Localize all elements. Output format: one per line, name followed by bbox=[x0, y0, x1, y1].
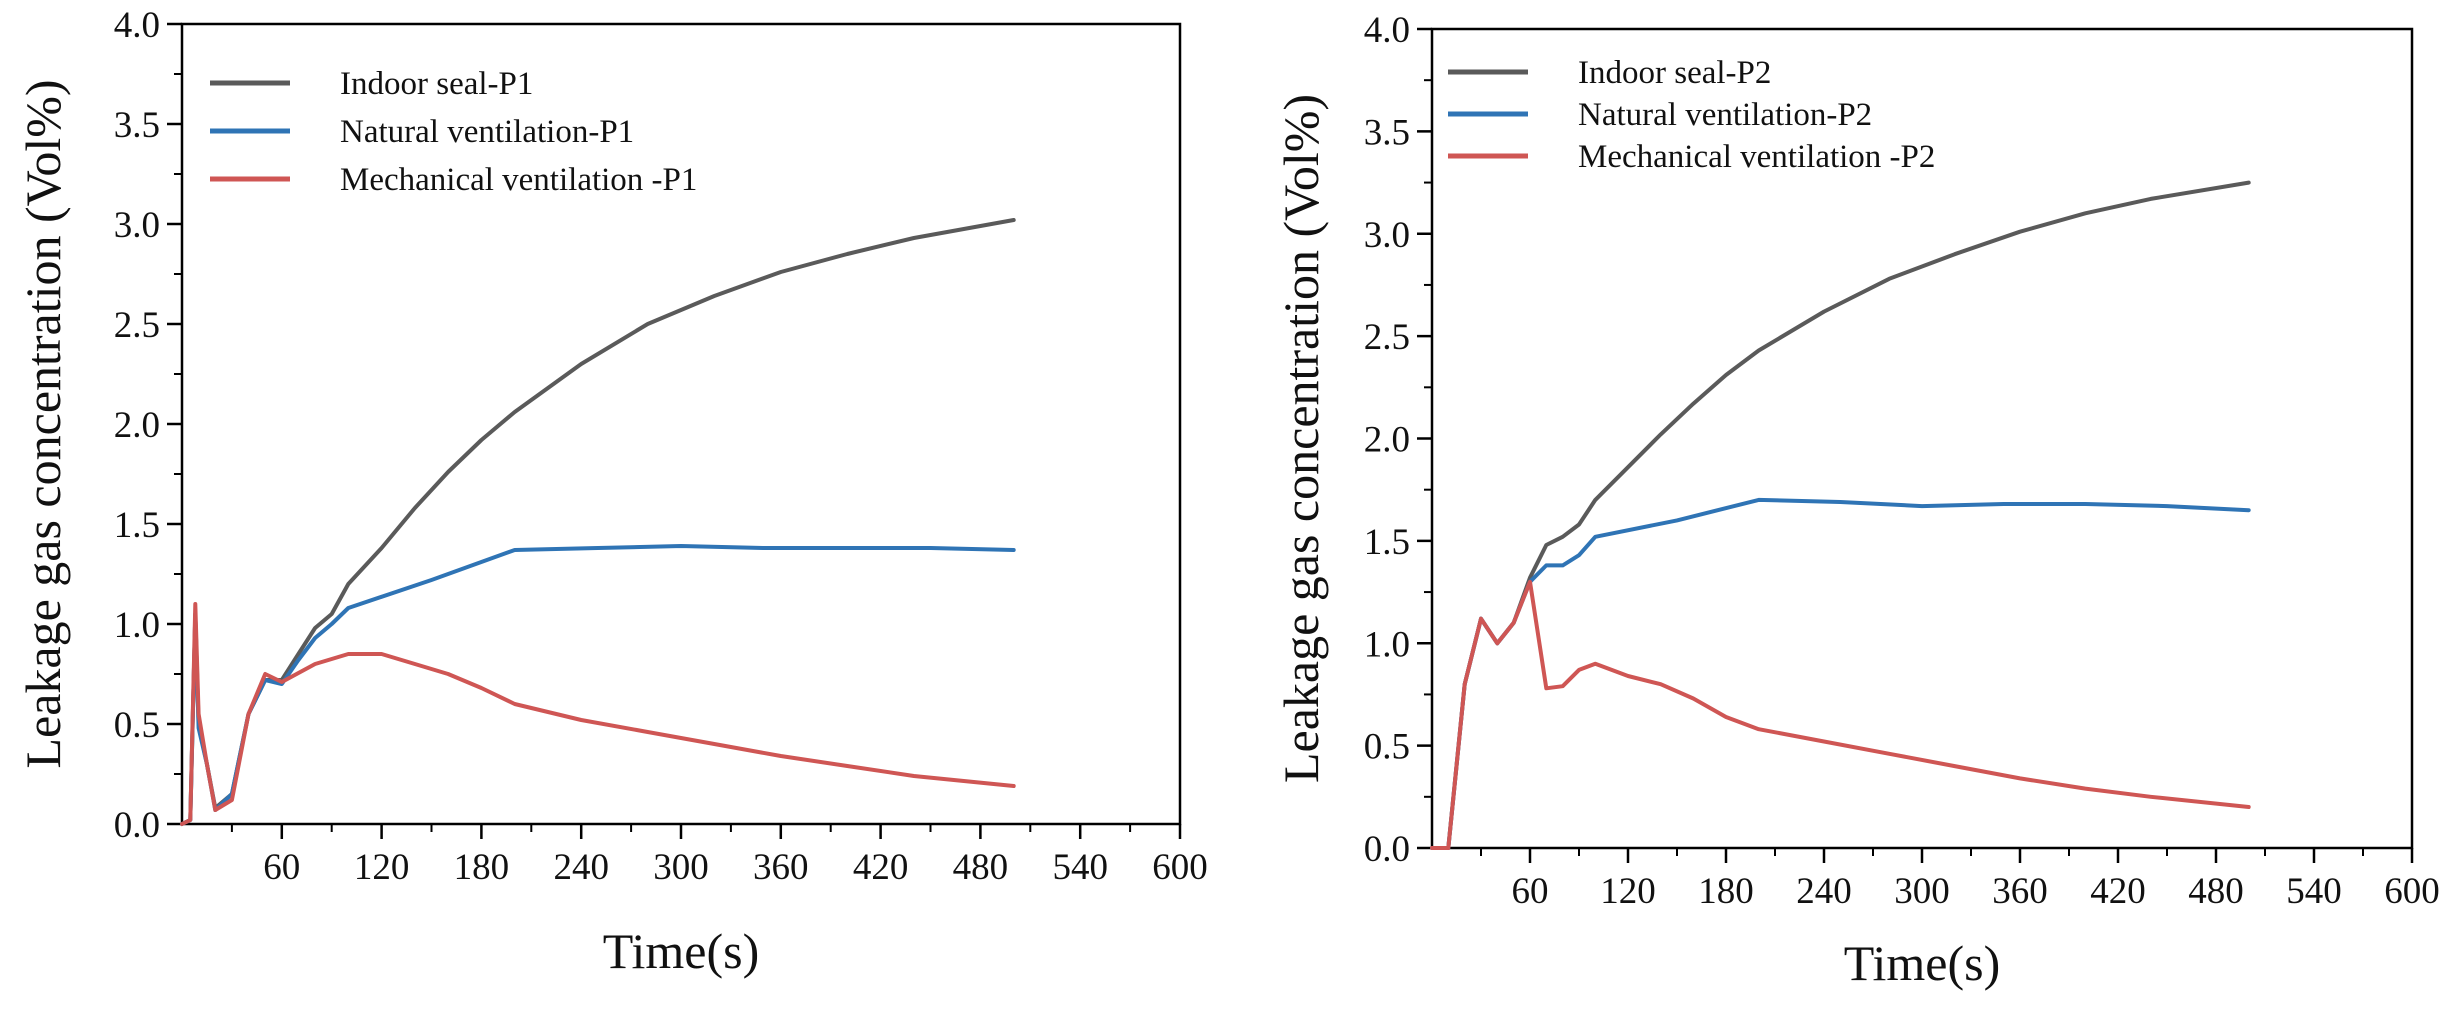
x-tick-label: 540 bbox=[2286, 871, 2342, 912]
y-tick-label: 0.5 bbox=[1364, 727, 1410, 768]
x-tick-label: 540 bbox=[1052, 847, 1108, 888]
x-tick-label: 360 bbox=[753, 847, 809, 888]
series-line-natural-ventilation bbox=[180, 544, 1016, 826]
x-tick-label: 480 bbox=[2188, 871, 2244, 912]
legend-label: Indoor seal-P2 bbox=[1578, 55, 1771, 91]
y-tick-label: 3.0 bbox=[1364, 215, 1410, 256]
x-tick-label: 240 bbox=[1796, 871, 1852, 912]
y-axis-title: Leakage gas concentration (Vol%) bbox=[15, 79, 71, 768]
y-tick-label: 1.0 bbox=[114, 605, 160, 646]
x-tick-label: 60 bbox=[1512, 871, 1549, 912]
y-tick-label: 4.0 bbox=[1364, 10, 1410, 51]
x-tick-label: 120 bbox=[1600, 871, 1656, 912]
legend-label: Mechanical ventilation -P1 bbox=[340, 162, 697, 198]
x-axis-title: Time(s) bbox=[1844, 935, 2001, 991]
y-tick-label: 3.5 bbox=[114, 105, 160, 146]
y-tick-label: 2.5 bbox=[1364, 317, 1410, 358]
chart-p1: 60 120 180 240 300 360 420 480 540 600 0.0 0.5 1.0 1.… bbox=[15, 5, 1208, 979]
y-tick-label: 2.0 bbox=[114, 405, 160, 446]
x-tick-label: 180 bbox=[454, 847, 510, 888]
series-line-mechanical-ventilation bbox=[1430, 579, 2251, 850]
legend-label: Natural ventilation-P1 bbox=[340, 114, 634, 150]
y-tick-label: 1.5 bbox=[114, 505, 160, 546]
y-tick-label: 0.0 bbox=[1364, 829, 1410, 870]
legend-label: Mechanical ventilation -P2 bbox=[1578, 139, 1935, 175]
y-tick-label: 3.5 bbox=[1364, 112, 1410, 153]
series-line-indoor-seal bbox=[180, 218, 1016, 826]
y-tick-label: 3.0 bbox=[114, 205, 160, 246]
y-tick-label: 0.5 bbox=[114, 705, 160, 746]
y-tick-label: 0.0 bbox=[114, 805, 160, 846]
y-axis-title: Leakage gas concentration (Vol%) bbox=[1273, 94, 1329, 783]
x-tick-label: 240 bbox=[553, 847, 609, 888]
y-tick-label: 4.0 bbox=[114, 5, 160, 46]
y-tick-label: 1.0 bbox=[1364, 624, 1410, 665]
x-tick-label: 600 bbox=[2384, 871, 2440, 912]
y-tick-label: 1.5 bbox=[1364, 522, 1410, 563]
x-tick-label: 480 bbox=[953, 847, 1009, 888]
legend-label: Natural ventilation-P2 bbox=[1578, 97, 1872, 133]
x-tick-label: 300 bbox=[1894, 871, 1950, 912]
x-tick-label: 420 bbox=[853, 847, 909, 888]
chart-p2: 60 120 180 240 300 360 420 480 540 600 0.0 0.5 1.0 1.… bbox=[1273, 10, 2440, 991]
x-tick-label: 420 bbox=[2090, 871, 2146, 912]
y-tick-label: 2.0 bbox=[1364, 420, 1410, 461]
x-tick-label: 600 bbox=[1152, 847, 1208, 888]
series-line-indoor-seal bbox=[1430, 180, 2251, 850]
x-tick-label: 120 bbox=[354, 847, 410, 888]
plot-frame bbox=[180, 22, 1182, 826]
series-line-natural-ventilation bbox=[1430, 497, 2251, 850]
series-line-mechanical-ventilation bbox=[180, 602, 1016, 826]
y-tick-label: 2.5 bbox=[114, 305, 160, 346]
x-tick-label: 360 bbox=[1992, 871, 2048, 912]
x-tick-label: 300 bbox=[653, 847, 709, 888]
x-axis-title: Time(s) bbox=[603, 923, 760, 979]
legend-label: Indoor seal-P1 bbox=[340, 66, 533, 102]
x-tick-label: 180 bbox=[1698, 871, 1754, 912]
x-tick-label: 60 bbox=[263, 847, 300, 888]
